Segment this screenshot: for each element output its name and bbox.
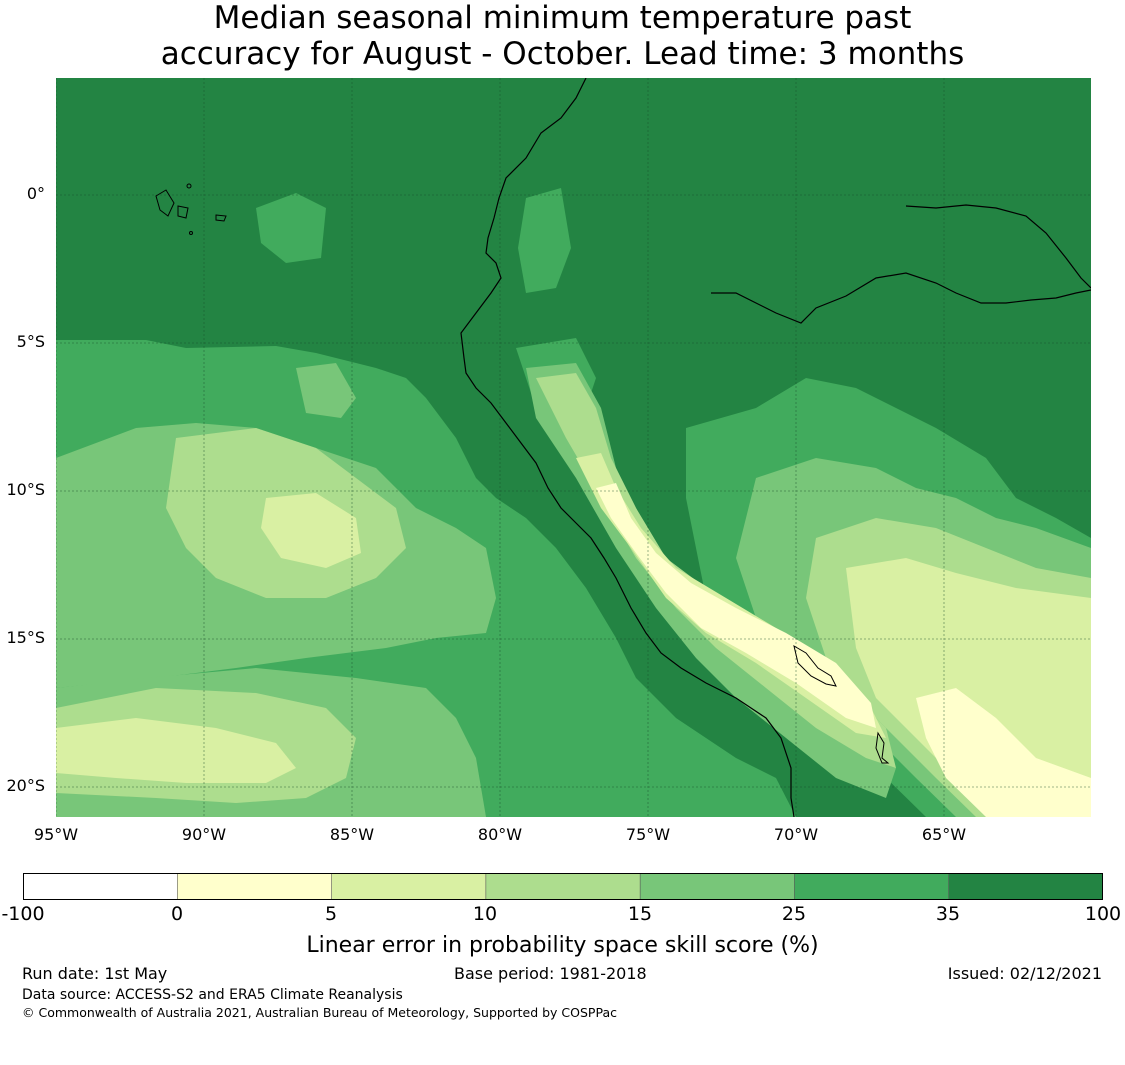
colorbar-tick-5: 5 bbox=[324, 903, 338, 925]
lon-label-70w: 70°W bbox=[773, 825, 819, 844]
colorbar-cell-2 bbox=[331, 873, 487, 900]
issued-date: Issued: 02/12/2021 bbox=[947, 964, 1102, 983]
colorbar-cell-6 bbox=[948, 873, 1103, 900]
colorbar-tick-100: 100 bbox=[1084, 903, 1122, 925]
colorbar-cell-3 bbox=[485, 873, 641, 900]
map-canvas bbox=[56, 78, 1091, 817]
zone-0-5-ridge bbox=[596, 483, 876, 728]
colorbar-tick-minus100: -100 bbox=[1, 903, 45, 925]
lon-label-90w: 90°W bbox=[181, 825, 227, 844]
map-title: Median seasonal minimum temperature past… bbox=[0, 0, 1125, 72]
data-source: Data source: ACCESS-S2 and ERA5 Climate … bbox=[22, 987, 403, 1003]
zone-5-10-west bbox=[261, 493, 361, 568]
zone-25-35-north-patch-2 bbox=[518, 188, 571, 293]
lake-poopo bbox=[875, 731, 890, 764]
skill-score-map bbox=[56, 78, 1091, 817]
river bbox=[711, 204, 1091, 324]
colorbar bbox=[23, 873, 1103, 900]
zone-0-5-east bbox=[916, 688, 1091, 817]
lon-label-65w: 65°W bbox=[921, 825, 967, 844]
lat-label-15s: 15°S bbox=[6, 628, 45, 647]
lon-label-75w: 75°W bbox=[625, 825, 671, 844]
colorbar-cell-0 bbox=[23, 873, 178, 900]
colorbar-tick-25: 25 bbox=[781, 903, 807, 925]
lon-label-85w: 85°W bbox=[329, 825, 375, 844]
lake-titicaca bbox=[793, 644, 837, 687]
run-date: Run date: 1st May bbox=[22, 964, 168, 983]
title-line-2: accuracy for August - October. Lead time… bbox=[160, 36, 965, 72]
graticule bbox=[56, 78, 1091, 817]
coastline bbox=[460, 78, 795, 817]
lat-label-0: 0° bbox=[26, 184, 45, 203]
colorbar-tick-0: 0 bbox=[170, 903, 184, 925]
galapagos-islands bbox=[155, 183, 227, 235]
title-line-1: Median seasonal minimum temperature past bbox=[213, 0, 912, 36]
colorbar-cell-5 bbox=[794, 873, 950, 900]
colorbar-label: Linear error in probability space skill … bbox=[306, 933, 819, 958]
colorbar-tick-15: 15 bbox=[627, 903, 653, 925]
lat-label-10s: 10°S bbox=[6, 480, 45, 499]
lat-label-5s: 5°S bbox=[16, 332, 45, 351]
zone-25-35-north-patch bbox=[256, 193, 326, 263]
colorbar-tick-35: 35 bbox=[935, 903, 961, 925]
lon-label-80w: 80°W bbox=[477, 825, 523, 844]
colorbar-cell-4 bbox=[640, 873, 795, 900]
zone-15-25-north-patch bbox=[296, 363, 356, 418]
base-period: Base period: 1981-2018 bbox=[454, 964, 647, 983]
zone-5-10-sw bbox=[56, 718, 296, 783]
copyright: © Commonwealth of Australia 2021, Austra… bbox=[22, 1005, 617, 1020]
lon-label-95w: 95°W bbox=[33, 825, 79, 844]
colorbar-tick-10: 10 bbox=[472, 903, 498, 925]
colorbar-cell-1 bbox=[177, 873, 333, 900]
lat-label-20s: 20°S bbox=[6, 776, 45, 795]
